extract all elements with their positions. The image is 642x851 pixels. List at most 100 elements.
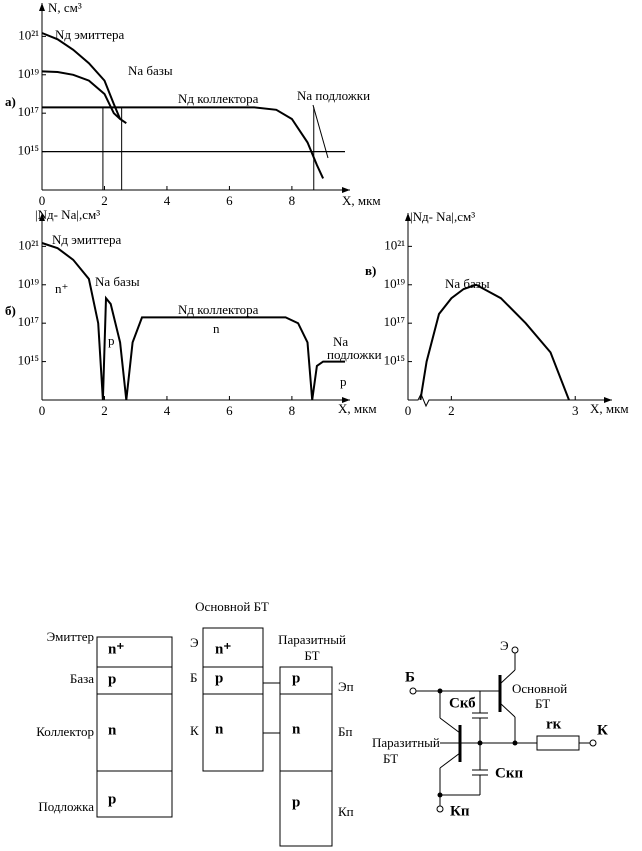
resistor [536, 735, 580, 751]
charts: 0 2 4 6 8 10¹⁵ 10¹⁷ 10¹⁹ 10²¹ N, см³ X, мкм а) Nд эм… [5, 0, 629, 418]
y-tick-label: 10¹⁵ [384, 353, 405, 368]
cell-label: p [108, 791, 116, 807]
terminal-label: Б [190, 670, 197, 685]
annotation: Nд коллектора [178, 302, 259, 317]
cell-label: n [108, 722, 117, 738]
y-axis-label: |Nд- Nа|,см³ [410, 209, 475, 224]
component-label: rк [546, 716, 562, 732]
annotation: n⁺ [55, 281, 68, 296]
transistor-label: БТ [535, 696, 550, 711]
y-arrow [39, 3, 45, 11]
y-tick-label: 10¹⁵ [18, 143, 39, 158]
transistor-label: Паразитный [372, 735, 440, 750]
x-arrow [604, 397, 612, 403]
leader [312, 104, 329, 159]
layer-label: База [70, 671, 94, 686]
panel-label: б) [5, 303, 16, 318]
y-tick-label: 10¹⁹ [18, 276, 40, 291]
x-arrow [342, 187, 350, 193]
y-tick-label: 10¹⁹ [384, 276, 406, 291]
x-arrow [342, 397, 350, 403]
annotation: p [108, 333, 115, 348]
curve-label: Nа базы [128, 63, 173, 78]
y-tick-label: 10²¹ [18, 27, 39, 42]
layer-stack: Эмиттер База Коллектор Подложка n⁺ p n p [36, 629, 173, 818]
annotation: n [213, 321, 220, 336]
curve [42, 106, 325, 179]
y-tick-label: 10¹⁹ [18, 66, 40, 81]
cell-label: n [215, 721, 224, 737]
terminal-label: К [597, 722, 608, 738]
curve-label: Nд эмиттера [55, 27, 125, 42]
column-title: БТ [304, 648, 319, 663]
curve [419, 283, 570, 401]
annotation: Nа [333, 334, 348, 349]
layer-label: Коллектор [36, 724, 94, 739]
cell-label: p [292, 670, 300, 686]
x-axis-label: X, мкм [590, 401, 629, 416]
node [437, 688, 443, 694]
terminal-label: Кп [450, 803, 470, 819]
curve [41, 70, 127, 125]
annotation: подложки [327, 347, 382, 362]
x-tick-label: 3 [572, 403, 579, 418]
cell-label: p [108, 671, 116, 687]
cell-label: p [292, 794, 300, 810]
component-label: Скб [449, 695, 476, 711]
column-title: Основной БТ [195, 599, 269, 614]
terminal-label: Э [500, 638, 509, 653]
curve [41, 32, 122, 120]
stack-box [96, 636, 173, 818]
cell-label: n⁺ [108, 641, 124, 657]
circuit: Э Б К Кп Скб Скп rк Основной БТ Паразитн… [372, 638, 608, 819]
main-bt: Основной БТ Э Б К n⁺ p n [190, 599, 280, 772]
x-tick-label: 2 [101, 403, 108, 418]
node [512, 740, 518, 746]
terminal-label: Эп [338, 679, 354, 694]
cell-label: n⁺ [215, 641, 231, 657]
node [437, 792, 443, 798]
x-tick-label: 6 [226, 403, 233, 418]
annotation: Nа базы [445, 276, 490, 291]
x-tick-label: 4 [164, 193, 171, 208]
y-tick-label: 10¹⁷ [384, 314, 405, 329]
wire [499, 702, 516, 718]
x-tick-label: 0 [39, 403, 46, 418]
y-tick-label: 10¹⁷ [18, 104, 39, 119]
component-label: Скп [495, 765, 523, 781]
terminal [511, 646, 519, 654]
x-tick-label: 8 [289, 403, 296, 418]
x-tick-label: 2 [448, 403, 455, 418]
cell-label: p [215, 670, 223, 686]
layer-label: Подложка [38, 799, 94, 814]
column-title: Паразитный [278, 632, 346, 647]
y-tick-label: 10²¹ [18, 237, 39, 252]
x-tick-label: 0 [39, 193, 46, 208]
terminal [589, 739, 597, 747]
y-arrow [405, 213, 411, 221]
x-axis-label: X, мкм [338, 401, 377, 416]
column-box [279, 666, 333, 847]
terminal-label: Кп [338, 804, 354, 819]
curve-label: Nд коллектора [178, 91, 259, 106]
terminal-label: Б [405, 669, 415, 685]
curve-label: Nа подложки [297, 88, 370, 103]
y-arrow [39, 213, 45, 221]
x-tick-label: 6 [226, 193, 233, 208]
column-box [202, 627, 264, 772]
layer-label: Эмиттер [47, 629, 94, 644]
terminal [436, 805, 444, 813]
cell-label: n [292, 721, 301, 737]
x-axis [408, 392, 612, 408]
annotation: Nа базы [95, 274, 140, 289]
panel-label: а) [5, 94, 16, 109]
x-axis-label: X, мкм [342, 193, 381, 208]
panel-label: в) [365, 263, 376, 278]
terminal [409, 687, 417, 695]
x-tick-label: 2 [101, 193, 108, 208]
x-tick-label: 4 [164, 403, 171, 418]
curve [41, 242, 345, 401]
wire [499, 669, 516, 685]
transistor-label: Основной [512, 681, 567, 696]
